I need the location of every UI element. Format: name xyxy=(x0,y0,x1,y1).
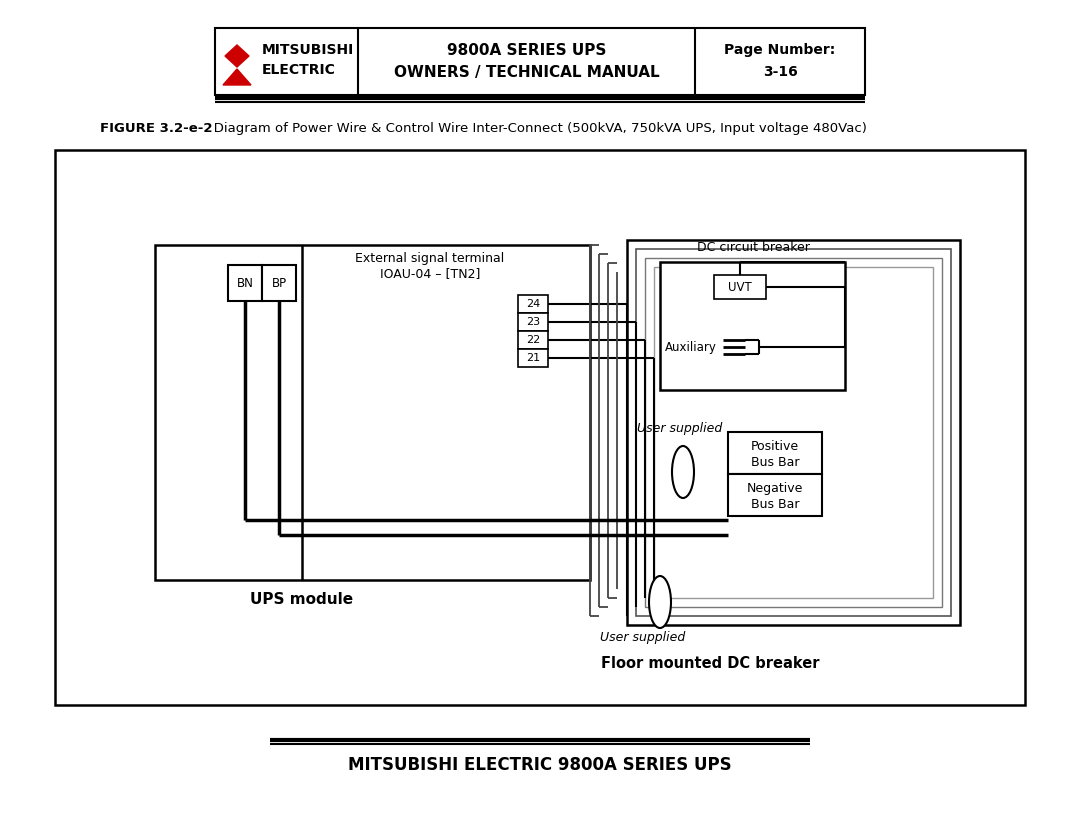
Text: 3-16: 3-16 xyxy=(762,65,797,79)
Bar xyxy=(518,313,548,331)
Text: BN: BN xyxy=(237,277,254,289)
Text: IOAU-04 – [TN2]: IOAU-04 – [TN2] xyxy=(380,268,481,280)
Text: 9800A SERIES UPS: 9800A SERIES UPS xyxy=(447,43,606,58)
Text: Auxiliary: Auxiliary xyxy=(665,340,717,354)
Bar xyxy=(728,474,822,516)
Text: FIGURE 3.2-e-2: FIGURE 3.2-e-2 xyxy=(100,122,213,134)
Bar xyxy=(156,245,590,580)
Text: User supplied: User supplied xyxy=(600,631,685,645)
Bar xyxy=(215,28,865,95)
Text: 23: 23 xyxy=(526,317,540,327)
Text: BP: BP xyxy=(271,277,286,289)
Bar xyxy=(654,267,933,598)
Text: Floor mounted DC breaker: Floor mounted DC breaker xyxy=(600,656,820,671)
Bar xyxy=(518,349,548,367)
Text: Diagram of Power Wire & Control Wire Inter-Connect (500kVA, 750kVA UPS, Input vo: Diagram of Power Wire & Control Wire Int… xyxy=(201,122,866,134)
Text: Positive: Positive xyxy=(751,440,799,453)
Bar xyxy=(55,150,1025,705)
Text: DC circuit breaker: DC circuit breaker xyxy=(697,240,810,254)
Text: User supplied: User supplied xyxy=(637,421,723,435)
Bar xyxy=(627,240,960,625)
Text: Bus Bar: Bus Bar xyxy=(751,498,799,510)
Text: ELECTRIC: ELECTRIC xyxy=(262,63,336,77)
Bar xyxy=(518,331,548,349)
Polygon shape xyxy=(225,45,249,67)
Bar xyxy=(645,258,942,607)
Bar xyxy=(714,275,766,299)
Bar xyxy=(636,249,951,616)
Text: MITSUBISHI: MITSUBISHI xyxy=(262,43,354,57)
Text: Negative: Negative xyxy=(746,481,804,495)
Polygon shape xyxy=(222,69,251,85)
Bar xyxy=(660,262,845,390)
Text: UVT: UVT xyxy=(728,280,752,294)
Text: 22: 22 xyxy=(526,335,540,345)
Text: 21: 21 xyxy=(526,353,540,363)
Text: Page Number:: Page Number: xyxy=(725,43,836,57)
Text: UPS module: UPS module xyxy=(251,592,353,607)
Bar xyxy=(518,295,548,313)
Bar xyxy=(262,265,296,301)
Text: External signal terminal: External signal terminal xyxy=(355,252,504,264)
Bar xyxy=(228,265,262,301)
Text: OWNERS / TECHNICAL MANUAL: OWNERS / TECHNICAL MANUAL xyxy=(394,64,659,79)
Text: 24: 24 xyxy=(526,299,540,309)
Ellipse shape xyxy=(649,576,671,628)
Bar xyxy=(728,432,822,474)
Ellipse shape xyxy=(672,446,694,498)
Text: Bus Bar: Bus Bar xyxy=(751,455,799,469)
Text: MITSUBISHI ELECTRIC 9800A SERIES UPS: MITSUBISHI ELECTRIC 9800A SERIES UPS xyxy=(348,756,732,774)
